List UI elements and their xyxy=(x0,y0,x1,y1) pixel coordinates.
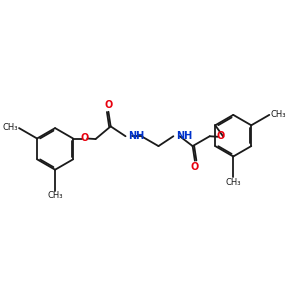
Text: NH: NH xyxy=(128,131,145,141)
Text: CH₃: CH₃ xyxy=(270,110,286,119)
Text: NH: NH xyxy=(176,131,192,141)
Text: O: O xyxy=(217,131,225,141)
Text: CH₃: CH₃ xyxy=(2,123,18,132)
Text: O: O xyxy=(80,133,89,143)
Text: CH₃: CH₃ xyxy=(226,178,241,187)
Text: CH₃: CH₃ xyxy=(47,191,63,200)
Text: O: O xyxy=(104,100,112,110)
Text: O: O xyxy=(191,162,199,172)
